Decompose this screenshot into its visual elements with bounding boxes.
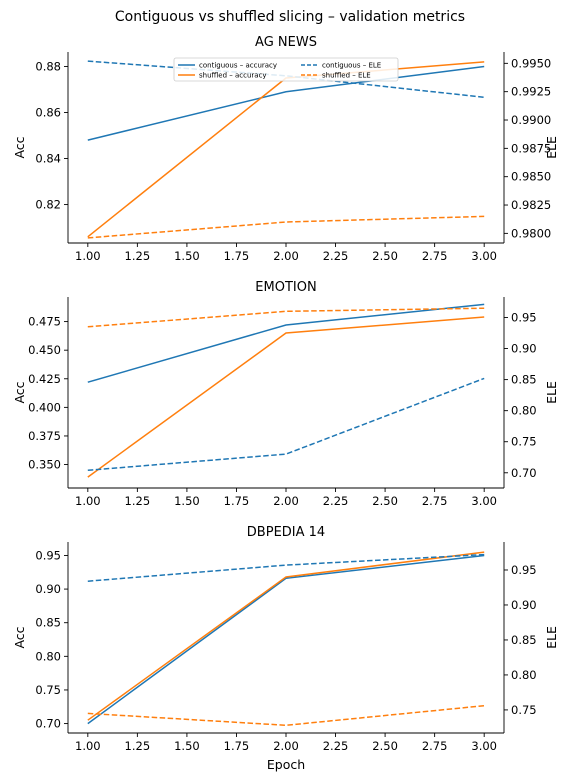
y-tick-label: 0.375 [28,429,61,443]
y2-tick-label: 0.80 [511,404,537,418]
y2-tick-label: 0.9850 [511,170,551,184]
x-tick-label: 2.25 [323,739,349,753]
series-line-contiguous-accuracy [87,65,485,141]
x-tick-label: 1.00 [75,494,101,508]
legend-label: contiguous – ELE [322,62,381,70]
x-axis-label: Epoch [267,757,305,772]
series-line-shuffled-accuracy [87,316,485,478]
legend-label: shuffled – accuracy [199,72,267,80]
subplot-1: AG NEWS 1.00 1.25 1.50 1.75 2.00 2.25 2.50 2.75 3… [12,35,559,263]
series-line-shuffled-accuracy [87,551,485,721]
y-tick-label: 0.350 [28,458,61,472]
y2-tick-label: 0.9800 [511,226,551,240]
x-tick-label: 1.25 [125,494,151,508]
subplot-title: AG NEWS [255,35,317,50]
x-tick-label: 1.00 [75,739,101,753]
x-tick-label: 3.00 [471,739,497,753]
x-tick-label: 2.75 [422,494,448,508]
x-tick-label: 2.25 [323,494,349,508]
y2-tick-label: 0.9950 [511,56,551,70]
x-tick-label: 3.00 [471,494,497,508]
x-tick-label: 1.75 [224,494,250,508]
legend-label: contiguous – accuracy [199,62,277,70]
y2-tick-label: 0.75 [511,703,537,717]
series-line-shuffled-ele [87,307,485,328]
y-axis-label: Acc [12,626,27,648]
x-tick-label: 2.50 [372,249,398,263]
y2-tick-label: 0.95 [511,563,537,577]
y2-axis-label: ELE [544,626,559,649]
x-tick-label: 1.25 [125,739,151,753]
legend-label: shuffled – ELE [322,72,371,80]
series-line-contiguous-accuracy [87,303,485,383]
subplot-3: DBPEDIA 14 1.00 1.25 1.50 1.75 2.00 2.25 2.50 2.… [12,525,559,753]
subplots: AG NEWS 1.00 1.25 1.50 1.75 2.00 2.25 2.50 2.75 3… [12,35,559,753]
y-tick-label: 0.82 [35,198,61,212]
x-tick-label: 1.50 [174,249,200,263]
y-tick-label: 0.86 [35,106,61,120]
y2-tick-label: 0.90 [511,342,537,356]
y-tick-label: 0.75 [35,683,61,697]
series-line-shuffled-accuracy [87,61,485,238]
x-tick-label: 3.00 [471,249,497,263]
y2-tick-label: 0.90 [511,598,537,612]
y2-axis-label: ELE [544,136,559,159]
y-tick-label: 0.70 [35,717,61,731]
subplot-2: EMOTION 1.00 1.25 1.50 1.75 2.00 2.25 2.50 2.75 3… [12,280,559,508]
x-tick-label: 2.75 [422,249,448,263]
x-tick-label: 1.50 [174,494,200,508]
y2-tick-label: 0.80 [511,668,537,682]
series-line-shuffled-ele [87,704,485,727]
y-tick-label: 0.84 [35,152,61,166]
y2-tick-label: 0.85 [511,633,537,647]
series-line-contiguous-accuracy [87,554,485,725]
series-line-shuffled-ele [87,215,485,239]
y-axis-label: Acc [12,136,27,158]
x-tick-label: 1.75 [224,249,250,263]
x-tick-label: 2.50 [372,739,398,753]
y-tick-label: 0.450 [28,343,61,357]
y2-tick-label: 0.75 [511,435,537,449]
y2-tick-label: 0.70 [511,466,537,480]
y2-tick-label: 0.95 [511,310,537,324]
y-tick-label: 0.90 [35,582,61,596]
x-tick-label: 2.25 [323,249,349,263]
y2-axis-label: ELE [544,381,559,404]
series-line-contiguous-ele [87,60,485,99]
subplot-title: DBPEDIA 14 [247,525,325,540]
x-tick-label: 2.00 [273,249,299,263]
series-line-contiguous-ele [87,553,485,582]
legend-box [173,57,399,82]
y-tick-label: 0.425 [28,372,61,386]
legend: contiguous – accuracy shuffled – accuracy… [173,57,399,82]
x-tick-label: 2.50 [372,494,398,508]
figure-suptitle: Contiguous vs shuffled slicing – validat… [115,9,465,25]
y-tick-label: 0.85 [35,616,61,630]
y2-tick-label: 0.9875 [511,141,551,155]
y-tick-label: 0.80 [35,649,61,663]
y2-tick-label: 0.9825 [511,198,551,212]
x-tick-label: 2.00 [273,739,299,753]
subplot-title: EMOTION [255,280,316,295]
y-axis-label: Acc [12,381,27,403]
x-tick-label: 2.00 [273,494,299,508]
y2-tick-label: 0.9925 [511,85,551,99]
y2-tick-label: 0.9900 [511,113,551,127]
y-tick-label: 0.95 [35,548,61,562]
x-tick-label: 1.25 [125,249,151,263]
y-tick-label: 0.475 [28,315,61,329]
x-tick-label: 1.50 [174,739,200,753]
x-tick-label: 1.00 [75,249,101,263]
y-tick-label: 0.88 [35,59,61,73]
x-tick-label: 1.75 [224,739,250,753]
series-line-contiguous-ele [87,377,485,472]
y-tick-label: 0.400 [28,400,61,414]
x-tick-label: 2.75 [422,739,448,753]
y2-tick-label: 0.85 [511,373,537,387]
